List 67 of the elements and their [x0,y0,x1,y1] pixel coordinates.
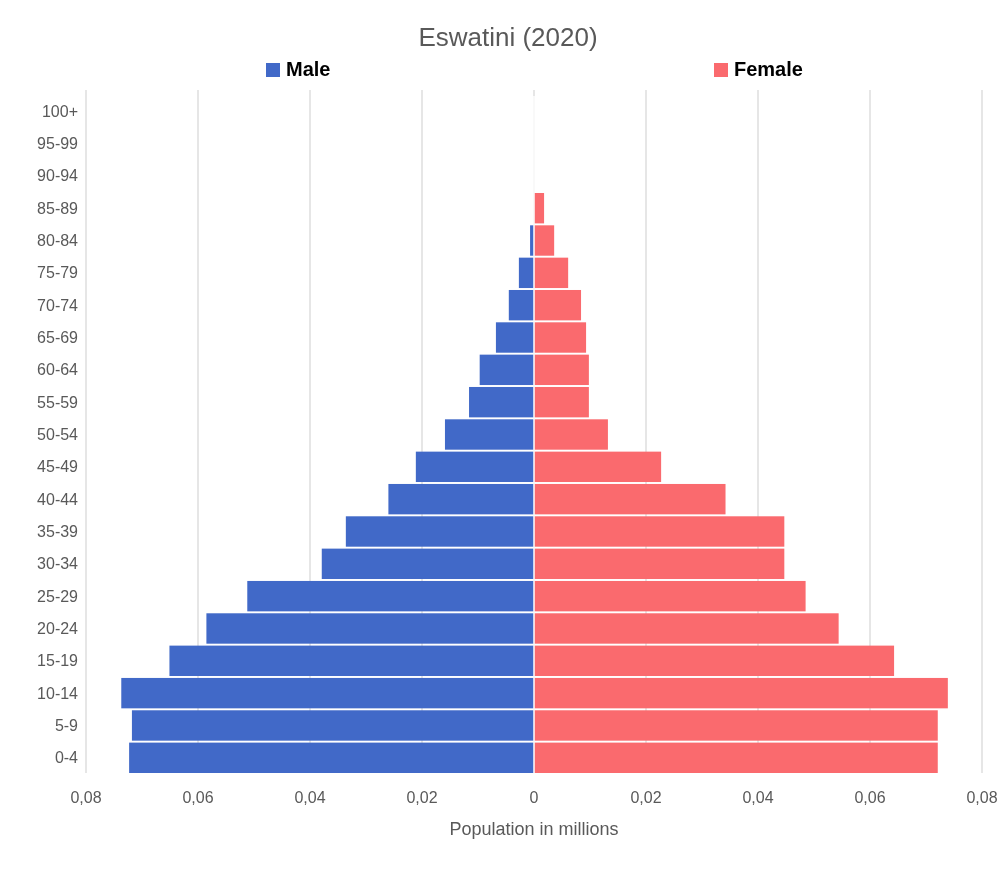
y-tick-label: 90-94 [37,167,79,185]
bar [534,677,948,709]
bar [129,742,534,773]
y-tick-label: 80-84 [37,232,79,250]
x-axis-title: Population in millions [449,819,619,839]
bar [131,710,534,741]
x-tick-label: 0,08 [966,789,998,806]
x-tick-label: 0,04 [742,789,774,806]
bar [534,483,726,515]
legend-label: Female [734,58,803,80]
x-tick-label: 0,02 [630,789,662,806]
bar [469,386,534,418]
bar [534,225,555,256]
bar [534,322,587,353]
chart-title: Eswatini (2020) [418,22,598,52]
bar [444,419,534,450]
bar [534,742,938,773]
bar [534,580,806,612]
bar [206,613,534,644]
y-tick-label: 25-29 [37,587,79,605]
y-tick-label: 50-54 [37,426,79,444]
x-tick-label: 0,04 [294,789,326,806]
bar [534,548,785,580]
x-tick-label: 0,08 [70,789,102,806]
bar [388,483,534,515]
y-tick-label: 40-44 [37,490,79,508]
y-tick-label: 35-39 [37,523,79,541]
y-tick-label: 45-49 [37,458,79,476]
y-tick-label: 0-4 [54,749,79,767]
y-tick-label: 15-19 [37,652,79,670]
bar [345,516,534,547]
x-tick-label: 0 [529,789,539,806]
bar [534,386,589,418]
y-tick-label: 30-34 [37,555,79,573]
bar [415,451,534,483]
legend-label: Male [286,58,331,80]
bar [508,289,534,321]
bar [534,354,589,386]
bar [534,613,839,644]
bar [495,322,534,353]
bar [534,419,608,450]
x-tick-label: 0,02 [406,789,438,806]
bar [479,354,534,386]
y-tick-label: 85-89 [37,199,79,217]
bar [534,710,938,741]
y-tick-label: 70-74 [37,296,79,314]
x-tick-label: 0,06 [182,789,214,806]
bar [121,677,534,709]
bar [534,289,582,321]
y-tick-label: 5-9 [54,717,79,735]
bar [534,516,785,547]
y-tick-label: 100+ [41,102,78,120]
bar [534,645,895,677]
y-tick-label: 95-99 [37,135,79,153]
y-tick-label: 20-24 [37,620,79,638]
bar [247,580,534,612]
y-tick-label: 65-69 [37,329,79,347]
x-tick-label: 0,06 [854,789,886,806]
bar [534,257,569,289]
bar [321,548,534,580]
bar [169,645,534,677]
y-tick-label: 60-64 [37,361,79,379]
y-tick-label: 75-79 [37,264,79,282]
bar [534,451,662,483]
y-tick-label: 55-59 [37,393,79,411]
bar [518,257,534,289]
y-tick-label: 10-14 [37,684,79,702]
